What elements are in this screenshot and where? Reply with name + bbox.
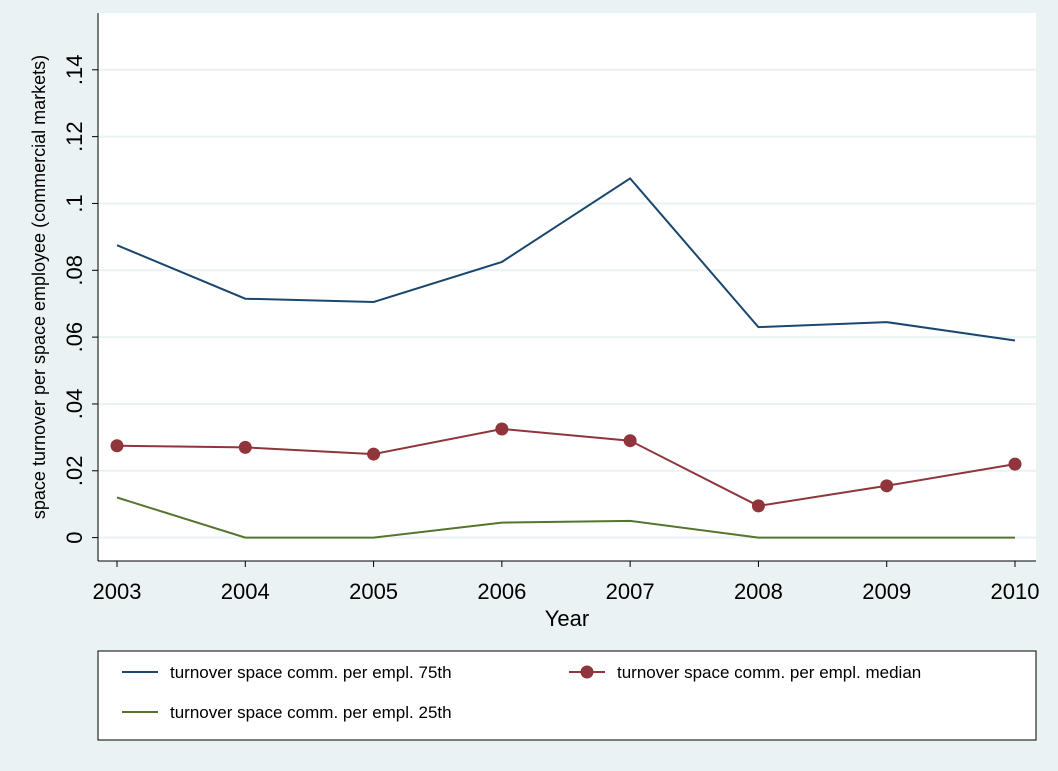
series-point <box>495 422 509 436</box>
y-tick-label: .1 <box>62 194 87 212</box>
y-tick-label: .06 <box>62 322 87 353</box>
legend: turnover space comm. per empl. 75th turno… <box>122 663 921 722</box>
y-tick-label: .14 <box>62 55 87 86</box>
x-ticks: 2003 2004 2005 2006 2007 2008 2009 2010 <box>93 561 1040 604</box>
series-line-2 <box>116 496 1015 539</box>
series-point <box>238 440 252 454</box>
x-tick-label: 2010 <box>991 579 1040 604</box>
y-tick-label: .08 <box>62 255 87 286</box>
axes <box>97 13 1036 562</box>
series-point <box>880 479 894 493</box>
legend-label: turnover space comm. per empl. median <box>617 663 921 682</box>
x-tick-label: 2007 <box>606 579 655 604</box>
series-point <box>110 439 124 453</box>
x-tick-label: 2004 <box>221 579 270 604</box>
x-tick-label: 2006 <box>477 579 526 604</box>
series-lines <box>110 177 1022 539</box>
y-tick-label: .04 <box>62 389 87 420</box>
legend-label: turnover space comm. per empl. 25th <box>170 703 452 722</box>
y-ticks: 0 .02 .04 .06 .08 .1 .12 .14 <box>62 55 98 544</box>
y-axis-title: space turnover per space employee (comme… <box>29 55 49 519</box>
y-tick-label: .12 <box>62 121 87 152</box>
x-axis-title: Year <box>545 606 589 631</box>
series-line-0 <box>116 177 1016 342</box>
legend-marker <box>580 665 594 679</box>
series-point <box>1008 457 1022 471</box>
x-tick-label: 2009 <box>862 579 911 604</box>
y-tick-label: 0 <box>62 531 87 543</box>
x-tick-label: 2005 <box>349 579 398 604</box>
series-point <box>623 434 637 448</box>
series-line-1 <box>116 427 1016 507</box>
y-tick-label: .02 <box>62 455 87 486</box>
x-tick-label: 2008 <box>734 579 783 604</box>
legend-box <box>97 650 1037 741</box>
series-point <box>367 447 381 461</box>
plot-area <box>98 13 1036 561</box>
series-point <box>751 499 765 513</box>
x-tick-label: 2003 <box>93 579 142 604</box>
legend-label: turnover space comm. per empl. 75th <box>170 663 452 682</box>
